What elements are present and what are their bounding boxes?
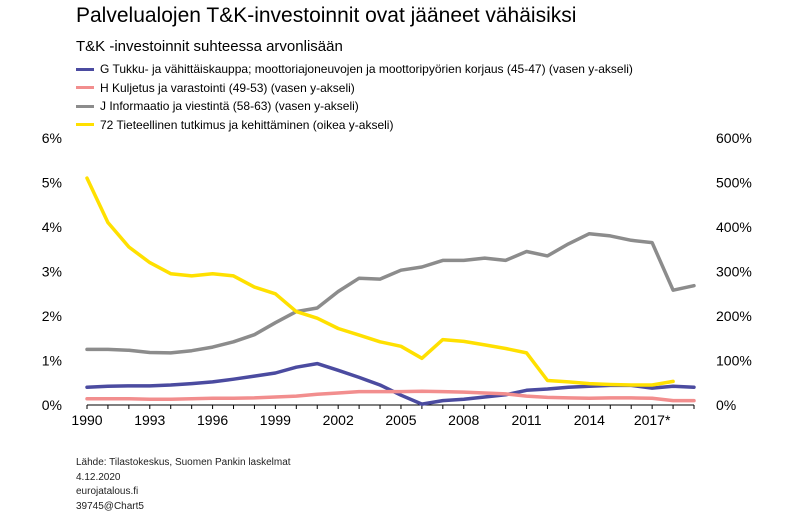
- series-line-2: [85, 231, 696, 355]
- chart-title: Palvelualojen T&K-investoinnit ovat jään…: [76, 4, 577, 27]
- y-right-tick-label: 0%: [716, 397, 736, 413]
- y-right-tick-label: 600%: [716, 130, 752, 146]
- y-left-tick-label: 4%: [42, 219, 62, 235]
- x-tick-label: 2011: [511, 412, 541, 428]
- x-tick-label: 1990: [71, 412, 102, 428]
- footer-code: 39745@Chart5: [76, 500, 144, 512]
- x-tick-label: 1993: [134, 412, 165, 428]
- footer-source: Lähde: Tilastokeskus, Suomen Pankin lask…: [76, 457, 291, 468]
- legend: G Tukku- ja vähittäiskauppa; moottoriajo…: [76, 60, 633, 134]
- series-lines: [85, 176, 696, 406]
- legend-swatch-h: [76, 86, 94, 90]
- y-left-tick-label: 6%: [42, 130, 62, 146]
- legend-swatch-g: [76, 67, 94, 71]
- y-left-tick-label: 1%: [42, 353, 62, 369]
- x-tick-label: 1996: [197, 412, 228, 428]
- footer-site: eurojatalous.fi: [76, 486, 139, 497]
- x-tick-label: 2017*: [634, 412, 671, 428]
- legend-swatch-j: [76, 104, 94, 108]
- y-axis-left-labels: 0% 1% 2% 3% 4% 5% 6%: [42, 130, 62, 413]
- footer: Lähde: Tilastokeskus, Suomen Pankin lask…: [76, 456, 291, 514]
- x-tick-label: 1999: [260, 412, 291, 428]
- footer-date: 4.12.2020: [76, 471, 121, 483]
- x-axis-ticks: [86, 405, 695, 409]
- y-right-tick-label: 400%: [716, 219, 752, 235]
- y-left-tick-label: 2%: [42, 308, 62, 324]
- legend-label-72: 72 Tieteellinen tutkimus ja kehittäminen…: [100, 117, 394, 132]
- x-tick-label: 2008: [448, 412, 479, 428]
- legend-item-g: G Tukku- ja vähittäiskauppa; moottoriajo…: [76, 60, 633, 79]
- y-axis-right-labels: 0% 100% 200% 300% 400% 500% 600%: [716, 130, 752, 413]
- x-tick-label: 2005: [385, 412, 416, 428]
- y-right-tick-label: 300%: [716, 264, 752, 280]
- legend-item-h: H Kuljetus ja varastointi (49-53) (vasen…: [76, 79, 633, 98]
- legend-label-h: H Kuljetus ja varastointi (49-53) (vasen…: [100, 80, 355, 95]
- y-right-tick-label: 100%: [716, 353, 752, 369]
- y-right-tick-label: 500%: [716, 175, 752, 191]
- x-tick-label: 2014: [574, 412, 605, 428]
- y-left-tick-label: 3%: [42, 264, 62, 280]
- y-left-tick-label: 0%: [42, 397, 62, 413]
- y-left-tick-label: 5%: [42, 175, 62, 191]
- y-right-tick-label: 200%: [716, 308, 752, 324]
- legend-label-j: J Informaatio ja viestintä (58-63) (vase…: [100, 99, 359, 114]
- chart-subtitle: T&K -investoinnit suhteessa arvonlisään: [76, 38, 343, 55]
- series-line-1: [85, 389, 696, 403]
- x-tick-label: 2002: [323, 412, 354, 428]
- legend-label-g: G Tukku- ja vähittäiskauppa; moottoriajo…: [100, 62, 633, 77]
- legend-item-72: 72 Tieteellinen tutkimus ja kehittäminen…: [76, 116, 633, 135]
- legend-item-j: J Informaatio ja viestintä (58-63) (vase…: [76, 97, 633, 116]
- series-line-3: [85, 176, 675, 387]
- x-axis-labels: 1990 1993 1996 1999 2002 2005 2008 2011 2014 2017…: [71, 412, 671, 428]
- legend-swatch-72: [76, 123, 94, 127]
